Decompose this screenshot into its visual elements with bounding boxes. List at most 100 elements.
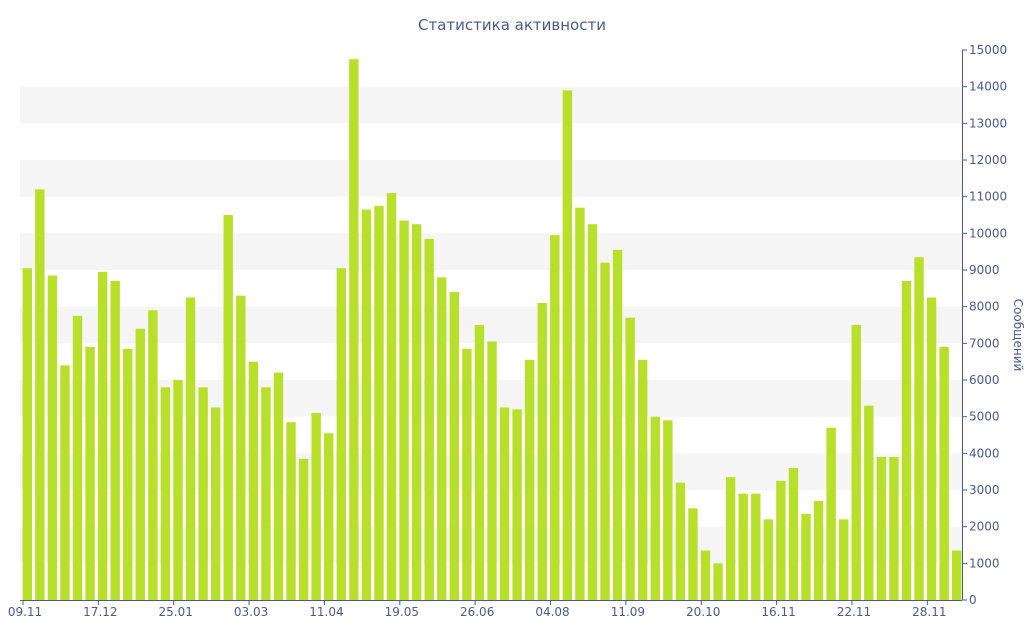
bar bbox=[612, 249, 623, 600]
bar bbox=[524, 359, 535, 600]
bar bbox=[851, 325, 861, 600]
bar bbox=[248, 361, 259, 600]
x-tick-label: 26.06 bbox=[460, 605, 494, 619]
x-tick-label: 09.11 bbox=[8, 605, 42, 619]
bar bbox=[223, 215, 233, 600]
bar bbox=[688, 508, 698, 600]
bar bbox=[261, 387, 271, 600]
y-tick-label: 5000 bbox=[969, 410, 1000, 424]
bar bbox=[801, 513, 811, 600]
bar bbox=[123, 348, 133, 600]
bar bbox=[311, 413, 321, 600]
bar bbox=[926, 297, 937, 600]
x-tick-label: 20.10 bbox=[686, 605, 720, 619]
bar bbox=[813, 501, 824, 600]
bar bbox=[550, 235, 560, 601]
y-tick-label: 13000 bbox=[969, 116, 1007, 130]
bar bbox=[135, 328, 146, 600]
bar bbox=[751, 493, 761, 600]
bar bbox=[675, 482, 686, 600]
y-tick-label: 1000 bbox=[969, 556, 1000, 570]
bar bbox=[462, 348, 472, 600]
bar bbox=[437, 277, 447, 600]
y-tick-label: 11000 bbox=[969, 190, 1007, 204]
bar bbox=[198, 387, 208, 600]
bar bbox=[901, 281, 912, 600]
grid-band bbox=[20, 160, 962, 197]
y-tick-label: 4000 bbox=[969, 446, 1000, 460]
bar bbox=[713, 563, 723, 600]
bar bbox=[537, 303, 547, 600]
y-tick-label: 6000 bbox=[969, 373, 1000, 387]
bar bbox=[386, 193, 397, 600]
bar bbox=[650, 416, 660, 600]
bar bbox=[788, 468, 799, 600]
bar bbox=[210, 407, 221, 600]
bar bbox=[349, 59, 359, 601]
y-axis-label: Сообщений bbox=[1011, 299, 1024, 372]
grid-band bbox=[20, 86, 962, 124]
bar bbox=[85, 347, 95, 600]
bar bbox=[185, 297, 196, 600]
x-tick-label: 28.11 bbox=[912, 605, 946, 619]
bar bbox=[449, 292, 460, 600]
bar bbox=[160, 387, 171, 600]
bar bbox=[424, 238, 434, 600]
bar bbox=[72, 315, 83, 600]
bar bbox=[298, 458, 309, 600]
bar bbox=[826, 427, 836, 600]
bar bbox=[889, 457, 899, 600]
bar bbox=[487, 341, 497, 600]
bar bbox=[474, 325, 485, 600]
x-tick-label: 11.04 bbox=[309, 605, 343, 619]
x-tick-label: 22.11 bbox=[837, 605, 871, 619]
y-tick-label: 8000 bbox=[969, 300, 1000, 314]
bar bbox=[97, 271, 108, 600]
bar bbox=[600, 262, 610, 600]
y-tick-label: 0 bbox=[969, 593, 977, 607]
y-axis: 0 1000 2000 3000 4000 5000 6000 7000 8000 9000 100… bbox=[962, 43, 1007, 607]
bar bbox=[411, 224, 422, 601]
bar bbox=[587, 224, 598, 601]
bar bbox=[625, 317, 635, 600]
bar bbox=[110, 281, 120, 600]
y-tick-label: 14000 bbox=[969, 80, 1007, 94]
y-tick-label: 10000 bbox=[969, 226, 1007, 240]
bar bbox=[499, 407, 510, 600]
bar bbox=[725, 477, 736, 600]
bar bbox=[324, 433, 334, 600]
bar-series bbox=[22, 59, 962, 601]
chart-title: Статистика активности bbox=[418, 16, 606, 34]
bar bbox=[399, 220, 409, 600]
x-tick-label: 11.09 bbox=[611, 605, 645, 619]
bar bbox=[700, 550, 711, 600]
x-tick-label: 03.03 bbox=[234, 605, 268, 619]
y-tick-label: 9000 bbox=[969, 263, 1000, 277]
x-tick-label: 16.11 bbox=[761, 605, 795, 619]
bar bbox=[738, 493, 748, 600]
bar bbox=[575, 207, 585, 601]
grid-band bbox=[20, 233, 962, 270]
bar bbox=[148, 310, 158, 600]
bar bbox=[286, 422, 296, 600]
bar bbox=[638, 359, 648, 600]
x-tick-label: 04.08 bbox=[535, 605, 569, 619]
bar bbox=[35, 189, 45, 600]
bar bbox=[562, 90, 573, 600]
bar bbox=[939, 347, 949, 600]
bar bbox=[273, 372, 284, 600]
x-tick-label: 19.05 bbox=[385, 605, 419, 619]
bar bbox=[876, 457, 887, 600]
y-tick-label: 7000 bbox=[969, 336, 1000, 350]
bar bbox=[47, 275, 58, 600]
bar bbox=[60, 365, 70, 600]
y-tick-label: 15000 bbox=[969, 43, 1007, 57]
y-tick-label: 3000 bbox=[969, 483, 1000, 497]
bar bbox=[22, 268, 32, 600]
bar bbox=[361, 209, 372, 600]
x-axis: 09.11 17.12 25.01 03.03 11.04 19.05 26.06 04.08… bbox=[8, 600, 962, 619]
grid-band bbox=[20, 306, 962, 344]
bar bbox=[864, 405, 874, 600]
bar bbox=[952, 550, 962, 600]
